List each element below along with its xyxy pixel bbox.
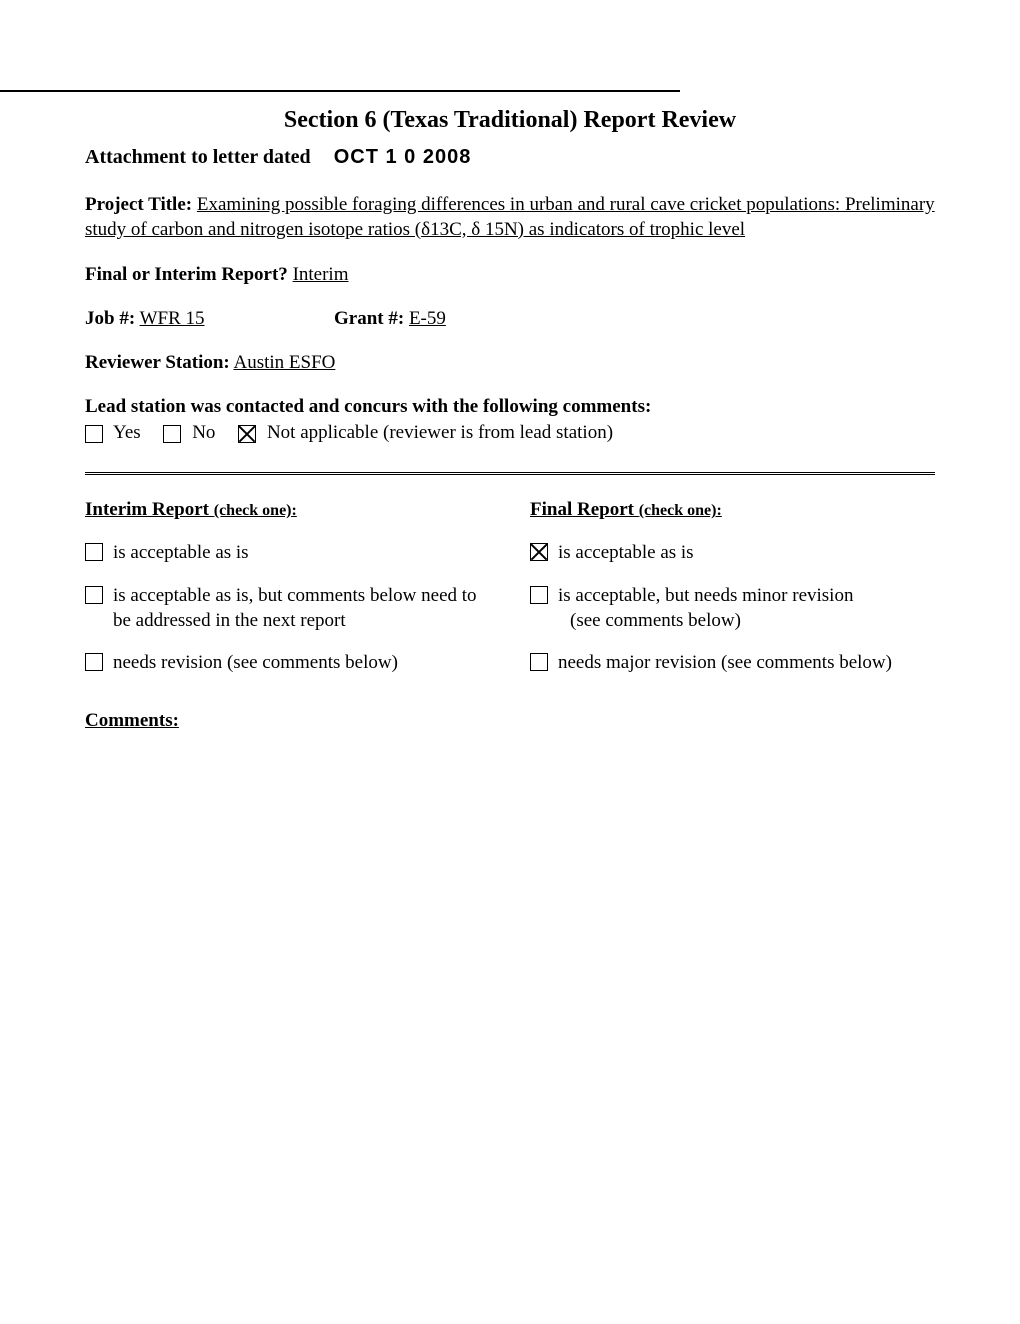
interim-header: Interim Report (check one): xyxy=(85,499,490,521)
final-opt1-checkbox[interactable] xyxy=(530,543,548,561)
reviewer-value: Austin ESFO xyxy=(233,352,335,373)
interim-opt2-row: is acceptable as is, but comments below … xyxy=(85,584,490,633)
final-opt3-row: needs major revision (see comments below… xyxy=(530,651,935,676)
project-title-label: Project Title: xyxy=(85,194,192,215)
final-opt1-text: is acceptable as is xyxy=(558,541,694,566)
reviewer-row: Reviewer Station: Austin ESFO xyxy=(85,352,935,374)
interim-opt3-text: needs revision (see comments below) xyxy=(113,651,398,676)
final-opt2-row: is acceptable, but needs minor revision … xyxy=(530,584,935,633)
final-opt2-line1: is acceptable, but needs minor revision xyxy=(558,585,853,606)
attachment-date: OCT 1 0 2008 xyxy=(334,146,472,168)
interim-opt1-text: is acceptable as is xyxy=(113,541,249,566)
final-opt1-row: is acceptable as is xyxy=(530,541,935,566)
final-opt3-text: needs major revision (see comments below… xyxy=(558,651,892,676)
comments-label: Comments: xyxy=(85,710,935,732)
final-interim-row: Final or Interim Report? Interim xyxy=(85,264,935,286)
project-title-value: Examining possible foraging differences … xyxy=(85,194,935,240)
page-top-line xyxy=(0,90,680,92)
interim-opt1-row: is acceptable as is xyxy=(85,541,490,566)
label-no: No xyxy=(192,422,215,443)
checkbox-no[interactable] xyxy=(163,425,181,443)
checkbox-yes[interactable] xyxy=(85,425,103,443)
project-title-row: Project Title: Examining possible foragi… xyxy=(85,193,935,242)
job-value: WFR 15 xyxy=(140,308,205,329)
grant-value: E-59 xyxy=(409,308,446,329)
reviewer-label: Reviewer Station: xyxy=(85,352,230,373)
report-columns: Interim Report (check one): is acceptabl… xyxy=(85,499,935,694)
grant-label: Grant #: xyxy=(334,308,404,329)
final-interim-label: Final or Interim Report? xyxy=(85,264,288,285)
job-label: Job #: xyxy=(85,308,135,329)
interim-opt2-text: is acceptable as is, but comments below … xyxy=(113,584,490,633)
interim-opt3-checkbox[interactable] xyxy=(85,653,103,671)
interim-opt1-checkbox[interactable] xyxy=(85,543,103,561)
interim-header-text: Interim Report xyxy=(85,499,209,520)
lead-station-text: Lead station was contacted and concurs w… xyxy=(85,396,935,418)
final-header-text: Final Report xyxy=(530,499,634,520)
final-opt2-checkbox[interactable] xyxy=(530,586,548,604)
interim-opt3-row: needs revision (see comments below) xyxy=(85,651,490,676)
final-interim-value: Interim xyxy=(293,264,349,285)
divider xyxy=(85,472,935,475)
final-check-one: (check one): xyxy=(639,502,722,519)
checkbox-na[interactable] xyxy=(238,425,256,443)
attachment-line: Attachment to letter dated OCT 1 0 2008 xyxy=(85,146,935,169)
label-na: Not applicable (reviewer is from lead st… xyxy=(267,422,613,443)
final-opt3-checkbox[interactable] xyxy=(530,653,548,671)
final-opt2-text: is acceptable, but needs minor revision … xyxy=(558,584,853,633)
interim-column: Interim Report (check one): is acceptabl… xyxy=(85,499,490,694)
job-grant-row: Job #: WFR 15 Grant #: E-59 xyxy=(85,308,935,330)
final-column: Final Report (check one): is acceptable … xyxy=(530,499,935,694)
interim-opt2-checkbox[interactable] xyxy=(85,586,103,604)
final-header: Final Report (check one): xyxy=(530,499,935,521)
lead-station-checks: Yes No Not applicable (reviewer is from … xyxy=(85,422,935,444)
attachment-label: Attachment to letter dated xyxy=(85,146,311,168)
interim-check-one: (check one): xyxy=(214,502,297,519)
section-title: Section 6 (Texas Traditional) Report Rev… xyxy=(85,107,935,134)
label-yes: Yes xyxy=(113,422,141,443)
final-opt2-line2: (see comments below) xyxy=(570,609,853,634)
